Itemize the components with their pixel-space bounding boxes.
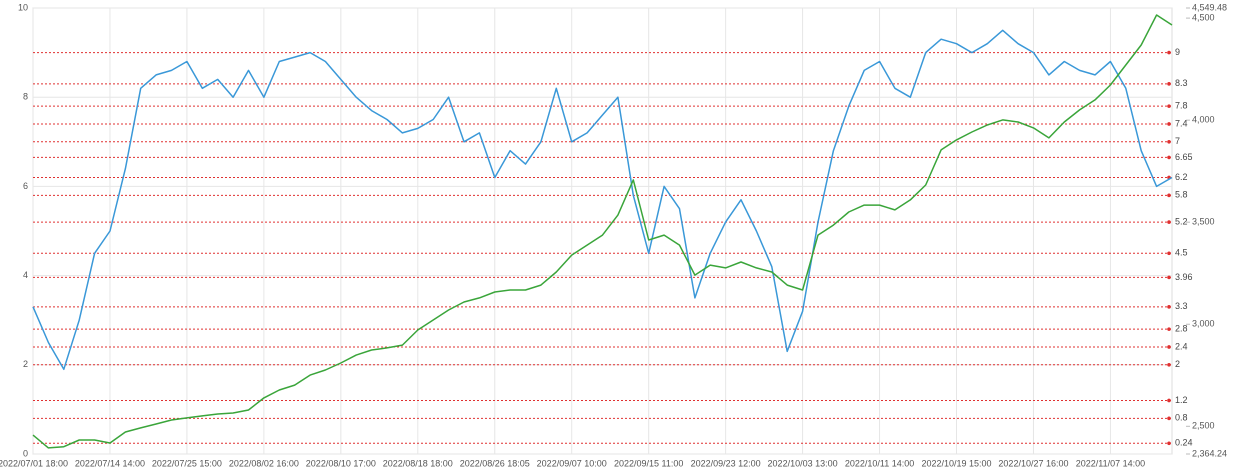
reference-dot xyxy=(1167,398,1171,403)
reference-dot xyxy=(1167,50,1171,55)
reference-label: 0.8 xyxy=(1175,413,1188,423)
reference-label: 7.8 xyxy=(1175,100,1188,110)
x-tick-label: 2022/10/19 15:00 xyxy=(921,458,991,468)
reference-dot xyxy=(1167,327,1171,331)
x-tick-label: 2022/08/18 18:00 xyxy=(383,458,453,468)
reference-label: 2.4 xyxy=(1175,341,1188,351)
y2-tick-label: 3,500 xyxy=(1192,217,1215,227)
reference-dot xyxy=(1167,104,1171,108)
reference-label: 1.2 xyxy=(1175,395,1188,405)
reference-dot xyxy=(1167,305,1171,309)
reference-dot xyxy=(1167,441,1171,446)
x-tick-label: 2022/07/25 15:00 xyxy=(152,458,222,468)
x-tick-label: 2022/10/27 16:00 xyxy=(998,458,1068,468)
x-tick-label: 2022/10/11 14:00 xyxy=(845,458,914,468)
y-tick-label: 2 xyxy=(23,359,28,369)
x-tick-label: 2022/08/26 18:05 xyxy=(460,458,530,468)
reference-label: 2.8 xyxy=(1175,323,1188,333)
y-tick-label: 10 xyxy=(18,2,28,12)
reference-dot xyxy=(1167,251,1171,256)
y-tick-label: 6 xyxy=(23,181,28,191)
reference-label: 2 xyxy=(1175,359,1180,369)
reference-label: 5.2 xyxy=(1175,216,1188,226)
reference-label: 8.3 xyxy=(1175,78,1188,88)
y-tick-label: 4 xyxy=(23,270,28,280)
x-tick-label: 2022/07/14 14:00 xyxy=(75,458,145,468)
reference-label: 0.24 xyxy=(1175,438,1193,448)
x-tick-label: 2022/08/02 16:00 xyxy=(229,458,299,468)
x-tick-label: 2022/10/03 13:00 xyxy=(768,458,838,468)
reference-label: 7.4 xyxy=(1175,118,1188,128)
y2-tick-label: 4,549.48 xyxy=(1192,2,1227,12)
y2-tick-label: 4,500 xyxy=(1192,12,1215,22)
series-line xyxy=(32,29,1173,371)
reference-label: 7 xyxy=(1175,136,1180,146)
reference-label: 6.2 xyxy=(1175,172,1188,182)
reference-dot xyxy=(1167,82,1171,86)
y2-tick-label: 2,364.24 xyxy=(1192,448,1227,458)
x-tick-label: 2022/11/07 14:00 xyxy=(1076,458,1145,468)
x-tick-label: 2022/09/23 12:00 xyxy=(691,458,761,468)
reference-label: 6.65 xyxy=(1175,152,1193,162)
plot-frame xyxy=(32,7,1173,455)
y2-tick-label: 4,000 xyxy=(1192,115,1215,125)
reference-dot xyxy=(1167,220,1171,224)
y2-tick-label: 2,500 xyxy=(1192,421,1215,431)
reference-label: 5.8 xyxy=(1175,190,1188,200)
y-tick-label: 0 xyxy=(23,448,28,458)
reference-label: 9 xyxy=(1175,47,1180,57)
y2-tick-label: 3,000 xyxy=(1192,319,1215,329)
reference-dot xyxy=(1167,155,1171,160)
reference-dot xyxy=(1167,193,1171,198)
reference-dot xyxy=(1167,122,1171,126)
reference-label: 3.96 xyxy=(1175,272,1193,282)
reference-dot xyxy=(1167,345,1171,349)
x-tick-label: 2022/07/01 18:00 xyxy=(0,458,68,468)
reference-dot xyxy=(1167,275,1171,280)
y-tick-label: 8 xyxy=(23,92,28,102)
reference-dot xyxy=(1167,140,1171,144)
series-line xyxy=(32,14,1173,449)
reference-dot xyxy=(1167,363,1171,367)
reference-label: 4.5 xyxy=(1175,248,1188,258)
x-tick-label: 2022/09/15 11:00 xyxy=(614,458,683,468)
x-tick-label: 2022/08/10 17:00 xyxy=(306,458,376,468)
reference-label: 3.3 xyxy=(1175,301,1188,311)
reference-dot xyxy=(1167,416,1171,421)
x-tick-label: 2022/09/07 10:00 xyxy=(537,458,607,468)
